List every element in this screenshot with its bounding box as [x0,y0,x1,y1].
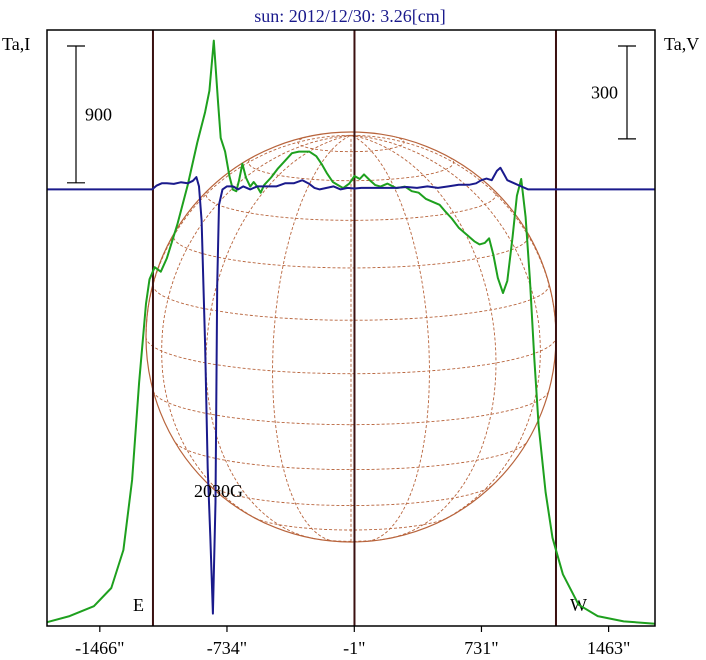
x-tick-label: -1466" [75,638,124,658]
right-axis-label: Ta,V [664,34,699,54]
scale-bar-label-left: 900 [85,104,112,124]
x-tick-label: 1463" [587,638,630,658]
parallel-line [145,336,557,375]
meridian-line [272,134,352,542]
annotations: 2030G [194,481,243,501]
parallel-line [152,284,550,321]
limb-label-E: E [133,595,144,615]
parallel-line [297,135,405,153]
series-layer [46,39,656,625]
sun-disk-grid [145,131,557,543]
left-axis-label: Ta,I [2,34,30,54]
series-line-intensity [46,39,656,625]
x-tick-label: 731" [464,638,498,658]
series-line-polarization [47,166,655,615]
meridian-line [350,134,430,542]
parallel-line [173,232,529,269]
parallel-line [255,517,447,531]
annotation-label: 2030G [194,481,243,501]
scale-bars: 900 300 [67,45,636,184]
meridian-line [161,134,352,524]
parallel-line [248,156,454,182]
meridian-line [350,134,541,524]
x-tick-label: -1" [343,638,365,658]
x-axis: -1466" -734" -1" 731" 1463" [75,626,630,658]
parallel-line [152,390,550,426]
plot-frame [46,29,656,627]
x-tick-label: -734" [207,638,247,658]
scale-bar-label-right: 300 [591,82,618,102]
parallel-line [313,538,389,542]
meridian-line [205,134,352,539]
chart-title: sun: 2012/12/30: 3.26[cm] [254,6,446,26]
meridian-line [350,134,497,539]
